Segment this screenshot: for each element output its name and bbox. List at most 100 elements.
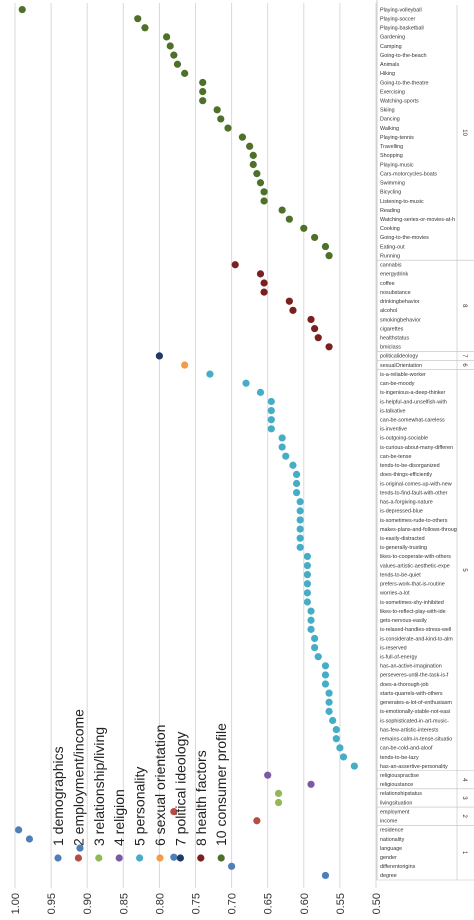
x-axis-ticks: 1.00 0.95 0.90 0.85 0.80 0.75 0.70 0.65 0.60 0.55… bbox=[10, 893, 383, 914]
group-label: 5 bbox=[461, 568, 467, 572]
data-point bbox=[296, 498, 304, 506]
data-point bbox=[231, 261, 239, 269]
category-label: does-things-efficiently bbox=[380, 472, 432, 478]
data-point bbox=[141, 24, 149, 32]
category-label: generates-a-lot-of-enthusiasm bbox=[380, 700, 452, 706]
category-label: nationality bbox=[380, 837, 405, 843]
category-label: Animals bbox=[380, 62, 399, 68]
x-tick-label: 0.70 bbox=[227, 893, 239, 914]
category-label: Reading bbox=[380, 208, 400, 214]
legend-marker bbox=[54, 854, 62, 862]
data-point bbox=[238, 133, 247, 141]
category-label: Playing-tennis bbox=[380, 135, 414, 141]
data-point bbox=[278, 206, 286, 214]
category-label: Shopping bbox=[380, 153, 403, 159]
data-point bbox=[155, 352, 163, 360]
category-label: is-full-of-energy bbox=[380, 654, 417, 660]
data-point bbox=[15, 826, 23, 834]
category-label: gets-nervous-easily bbox=[380, 618, 427, 624]
category-label: is-a-reliable-worker bbox=[380, 372, 426, 378]
category-label: likes-to-cooperate-with-others bbox=[380, 554, 451, 560]
category-label: language bbox=[380, 846, 402, 852]
data-point bbox=[242, 379, 250, 387]
category-label: is-curious-about-many-differen bbox=[380, 445, 453, 451]
data-point bbox=[217, 115, 225, 123]
data-point bbox=[303, 561, 312, 570]
legend-label: 6 sexual orientation bbox=[152, 725, 168, 846]
category-label: likes-to-reflect-play-with-ide bbox=[380, 609, 446, 615]
category-label: livingsituation bbox=[380, 800, 412, 806]
legend-label: 10 consumer profile bbox=[213, 723, 229, 846]
data-point bbox=[76, 844, 84, 852]
x-tick-label: 0.65 bbox=[263, 893, 275, 914]
data-point bbox=[253, 817, 261, 825]
category-label: bmiclass bbox=[380, 345, 401, 351]
data-point bbox=[303, 571, 312, 579]
category-label: income bbox=[380, 819, 397, 825]
data-point bbox=[228, 862, 236, 870]
category-label: tends-to-be-disorganized bbox=[380, 463, 440, 469]
x-tick-label: 0.50 bbox=[371, 893, 383, 914]
data-point bbox=[321, 662, 330, 670]
category-label: is-original-comes-up-with-new bbox=[380, 481, 452, 487]
category-label: remains-calm-in-tense-situatio bbox=[380, 737, 452, 743]
legend-label: 7 political ideology bbox=[172, 732, 188, 846]
data-point bbox=[311, 233, 319, 242]
category-label: has-a-forgiving-nature bbox=[380, 500, 433, 506]
category-label: Skiing bbox=[380, 108, 395, 114]
category-label: has-an-assertive-personality bbox=[380, 764, 448, 770]
data-point bbox=[267, 397, 275, 406]
data-point bbox=[173, 60, 182, 68]
data-point bbox=[307, 625, 315, 633]
category-label: is-inventive bbox=[380, 427, 407, 433]
legend-marker bbox=[156, 854, 164, 862]
data-point bbox=[296, 543, 304, 551]
category-label: is-relaxed-handles-stress-well bbox=[380, 627, 451, 633]
data-point bbox=[325, 707, 333, 715]
data-point bbox=[278, 434, 286, 442]
x-tick-label: 0.80 bbox=[154, 893, 166, 914]
data-point bbox=[325, 698, 333, 706]
category-label: Going-to-the-movies bbox=[380, 235, 429, 241]
category-label: Exercising bbox=[380, 89, 405, 95]
data-point bbox=[267, 406, 275, 415]
data-point bbox=[311, 324, 319, 333]
data-point bbox=[181, 69, 189, 77]
data-point bbox=[25, 835, 34, 843]
category-label: can-be-somewhat-careless bbox=[380, 418, 445, 424]
legend-marker bbox=[95, 854, 103, 862]
category-label: can-be-cold-and-aloof bbox=[380, 746, 433, 752]
data-point bbox=[321, 242, 330, 251]
data-point bbox=[256, 179, 265, 187]
legend-marker bbox=[176, 854, 184, 862]
data-point bbox=[314, 653, 322, 661]
legend-label: 8 health factors bbox=[193, 750, 209, 846]
legend-label: 1 demographics bbox=[50, 746, 66, 846]
group-label: 8 bbox=[461, 304, 467, 308]
category-label: residence bbox=[380, 828, 403, 834]
category-label: is-helpful-and-unselfish-with bbox=[380, 399, 447, 405]
category-label: is-easily-distracted bbox=[380, 536, 425, 542]
data-point bbox=[260, 197, 268, 205]
data-point bbox=[303, 598, 312, 606]
data-point bbox=[267, 416, 275, 424]
category-label: worries-a-lot bbox=[379, 591, 410, 597]
data-point bbox=[166, 42, 174, 50]
data-point bbox=[307, 616, 315, 624]
category-label: starts-quarrels-with-others bbox=[380, 691, 443, 697]
legend-label: 4 religion bbox=[111, 789, 127, 846]
data-point bbox=[213, 106, 221, 114]
data-point bbox=[292, 470, 301, 479]
data-point bbox=[325, 252, 333, 260]
grid-layer bbox=[14, 3, 377, 888]
data-point bbox=[282, 452, 290, 460]
data-point bbox=[253, 170, 261, 178]
data-point bbox=[296, 507, 304, 515]
legend-marker bbox=[217, 854, 225, 862]
data-point bbox=[311, 634, 319, 643]
x-tick-label: 0.55 bbox=[335, 893, 347, 914]
data-point bbox=[303, 552, 312, 561]
category-label: Eating-out bbox=[380, 244, 405, 250]
data-point bbox=[170, 853, 178, 861]
